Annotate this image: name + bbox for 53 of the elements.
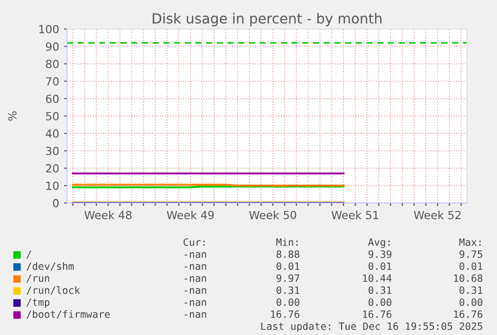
text: 16.76	[454, 310, 482, 318]
y-tick-label: 70	[46, 77, 59, 86]
text: 0.01	[276, 262, 300, 270]
text: -nan	[184, 300, 206, 306]
x-tick-label: Week 51	[332, 210, 378, 220]
legend-label: /boot/firmware	[26, 310, 110, 319]
text: 0.31	[368, 286, 392, 294]
y-tick-label: 0	[53, 198, 59, 208]
y-tick-label: 20	[46, 164, 59, 173]
text: 8.88	[276, 250, 300, 258]
text: 9.39	[368, 250, 392, 258]
y-tick-label: 90	[46, 42, 59, 51]
text: 0.00	[460, 298, 482, 306]
y-tick-label: 60	[46, 94, 59, 103]
text: 9.97	[276, 274, 300, 282]
text: 0.00	[276, 298, 300, 306]
text: Avg:	[368, 238, 390, 248]
chart-title: Disk usage in percent - by month	[152, 12, 382, 26]
y-tick-label: 100	[39, 24, 59, 34]
legend-label: /tmp	[26, 298, 50, 308]
text: -nan	[184, 312, 206, 318]
y-tick-label: 80	[46, 60, 59, 68]
y-tick-label: 30	[46, 146, 59, 156]
text: 10.44	[363, 274, 392, 282]
text: -nan	[184, 252, 206, 258]
text: 16.76	[271, 310, 300, 318]
legend-label: /dev/shm	[26, 262, 74, 271]
text: 0.31	[460, 286, 482, 294]
text: 16.76	[363, 310, 392, 318]
legend-label: /run	[26, 274, 50, 283]
y-tick-label: 40	[46, 129, 59, 138]
text: 9.75	[460, 250, 482, 258]
text: Cur:	[184, 238, 205, 246]
x-tick-label: Week 52	[414, 210, 461, 220]
text: -nan	[184, 264, 206, 270]
legend-label: /	[26, 250, 32, 259]
legend-label: /run/lock	[26, 286, 80, 295]
text: -nan	[184, 276, 206, 282]
text: -nan	[184, 288, 206, 294]
y-tick-label: 50	[46, 112, 59, 120]
x-tick-label: Week 49	[166, 210, 214, 220]
x-tick-label: Week 50	[249, 210, 296, 220]
x-tick-label: Week 48	[84, 210, 132, 220]
text: Last update: Tue Dec 16 19:55:05 2025	[261, 322, 482, 332]
text: 0.01	[460, 262, 482, 270]
text: 0.01	[368, 262, 392, 270]
text: Max:	[459, 238, 481, 246]
y-tick-label: 10	[46, 182, 59, 190]
y-axis-title: %	[8, 111, 17, 121]
text: Min:	[276, 238, 298, 246]
text: 10.68	[454, 274, 482, 282]
text: 0.31	[276, 286, 300, 294]
text: 0.00	[368, 298, 392, 306]
